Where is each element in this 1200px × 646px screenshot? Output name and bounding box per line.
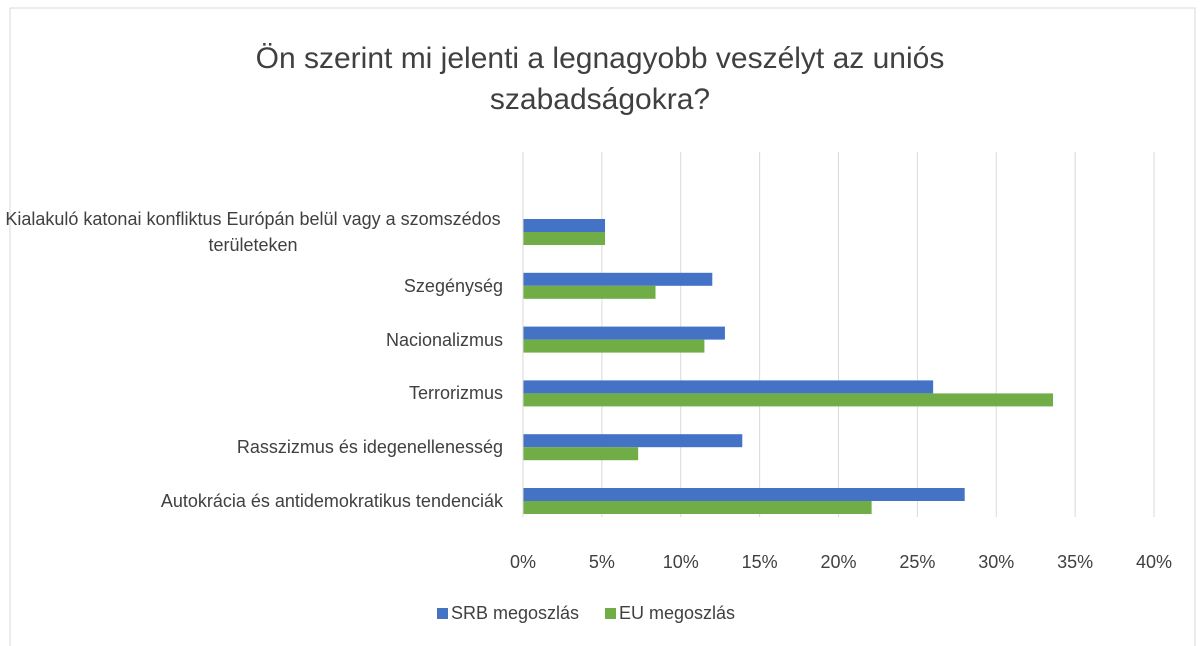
bar xyxy=(523,326,725,340)
category-text: Kialakuló katonai konfliktus Európán bel… xyxy=(5,209,501,255)
category-label: Kialakuló katonai konfliktus Európán bel… xyxy=(3,206,503,258)
category-label: Nacionalizmus xyxy=(3,327,503,353)
x-tick-label: 30% xyxy=(978,552,1014,572)
x-tick-label: 0% xyxy=(510,552,536,572)
bar xyxy=(523,501,872,514)
category-label: Szegénység xyxy=(3,273,503,299)
category-label: Autokrácia és antidemokratikus tendenciá… xyxy=(3,488,503,514)
chart-title: Ön szerint mi jelenti a legnagyobb veszé… xyxy=(255,42,945,116)
category-text: Terrorizmus xyxy=(408,383,503,404)
bar xyxy=(523,380,934,394)
x-tick-label: 5% xyxy=(589,552,615,572)
chart-border xyxy=(9,7,1196,646)
x-tick-label: 10% xyxy=(663,552,699,572)
bar xyxy=(523,285,656,299)
x-tick-label: 15% xyxy=(742,552,778,572)
legend-swatch xyxy=(605,608,616,619)
bar xyxy=(523,434,743,448)
bar xyxy=(523,447,639,461)
bar xyxy=(523,393,1054,407)
category-label: Terrorizmus xyxy=(3,380,503,406)
category-label: Rasszizmus és idegenellenesség xyxy=(3,434,503,460)
x-tick-label: 40% xyxy=(1136,552,1172,572)
bar xyxy=(523,488,965,501)
legend-label: SRB megoszlás xyxy=(451,603,579,623)
legend-swatch xyxy=(437,608,448,619)
legend-label: EU megoszlás xyxy=(619,603,735,623)
bar xyxy=(523,232,606,245)
x-tick-label: 20% xyxy=(820,552,856,572)
bar xyxy=(523,339,705,353)
category-text: Autokrácia és antidemokratikus tendenciá… xyxy=(160,491,503,511)
bar xyxy=(523,219,606,232)
category-text: Rasszizmus és idegenellenesség xyxy=(236,437,503,458)
bar xyxy=(523,272,713,286)
x-tick-label: 35% xyxy=(1057,552,1093,572)
category-text: Szegénység xyxy=(403,275,503,296)
x-tick-label: 25% xyxy=(899,552,935,572)
category-text: Nacionalizmus xyxy=(385,329,503,350)
